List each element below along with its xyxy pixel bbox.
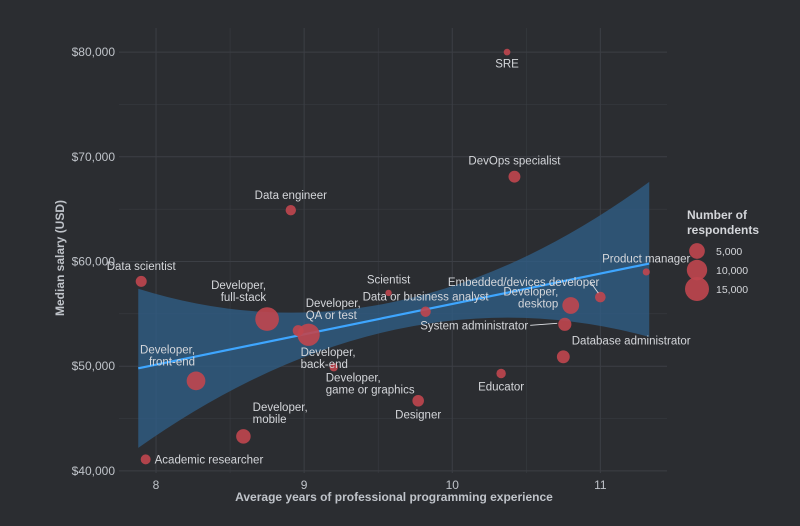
legend-title: respondents [687, 223, 759, 237]
data-point [420, 306, 431, 317]
data-point [503, 48, 511, 56]
x-tick-label: 11 [594, 478, 607, 492]
data-point [135, 275, 147, 287]
point-label: Product manager [602, 253, 690, 265]
point-label: System administrator [420, 320, 528, 332]
data-points-layer [135, 48, 650, 465]
data-point [236, 429, 251, 444]
point-label: Designer [395, 410, 441, 422]
y-axis-title: Median salary (USD) [53, 200, 67, 316]
point-label: DevOps specialist [468, 156, 561, 168]
point-label: Embedded/devices developer [448, 277, 600, 289]
point-label: Data scientist [107, 261, 177, 273]
point-label: Scientist [367, 275, 411, 287]
legend-size-marker [686, 259, 708, 281]
point-label: SRE [495, 58, 519, 70]
point-label: Database administrator [572, 335, 691, 347]
data-point [255, 307, 279, 331]
x-axis-title: Average years of professional programmin… [235, 490, 553, 504]
data-point [556, 350, 570, 364]
label-leader-line [589, 281, 599, 294]
legend-title: Number of [687, 208, 748, 222]
point-label: Data or business analyst [363, 292, 490, 304]
x-tick-label: 8 [153, 478, 160, 492]
point-label: Academic researcher [155, 454, 264, 466]
point-label: Educator [478, 381, 524, 393]
data-point [385, 289, 392, 297]
point-label: Data engineer [255, 190, 327, 202]
point-label: Developer, back-end [301, 347, 356, 371]
point-labels-layer: SRE DevOps specialist Data engineer Data sc… [107, 58, 691, 466]
legend-size-label: 10,000 [716, 265, 748, 277]
data-point [642, 268, 650, 276]
label-leader-line [530, 322, 558, 326]
legend-size-marker [689, 243, 705, 259]
trend-line [138, 262, 650, 370]
point-label: Developer, full-stack [211, 280, 266, 304]
legend-size-label: 15,000 [716, 284, 748, 296]
point-label: Developer, game or graphics [326, 372, 415, 396]
point-label: Developer, QA or test [306, 298, 361, 322]
legend-size-marker [685, 277, 709, 301]
data-point [595, 291, 606, 303]
data-point [558, 317, 572, 331]
y-tick-label: $40,000 [72, 464, 116, 478]
x-tick-label: 9 [301, 478, 308, 492]
y-tick-label: $50,000 [72, 359, 116, 373]
data-point [292, 325, 304, 337]
data-point [285, 204, 296, 216]
trend-line-layer [138, 262, 650, 370]
data-point [508, 170, 521, 183]
data-point [496, 368, 506, 379]
data-point [186, 371, 206, 391]
point-label: Developer, front-end [140, 345, 195, 369]
y-tick-label: $80,000 [72, 45, 116, 59]
y-tick-label: $60,000 [72, 254, 116, 268]
data-point [140, 454, 151, 465]
data-point [329, 363, 338, 372]
data-point [562, 297, 580, 314]
point-label: Developer, mobile [253, 402, 308, 426]
x-tick-label: 10 [446, 478, 460, 492]
data-point [412, 394, 424, 407]
point-label: Developer, desktop [503, 286, 558, 310]
y-tick-label: $70,000 [72, 150, 116, 164]
axis-labels-layer: Average years of professional programmin… [53, 45, 607, 504]
legend-size-label: 5,000 [716, 246, 742, 258]
